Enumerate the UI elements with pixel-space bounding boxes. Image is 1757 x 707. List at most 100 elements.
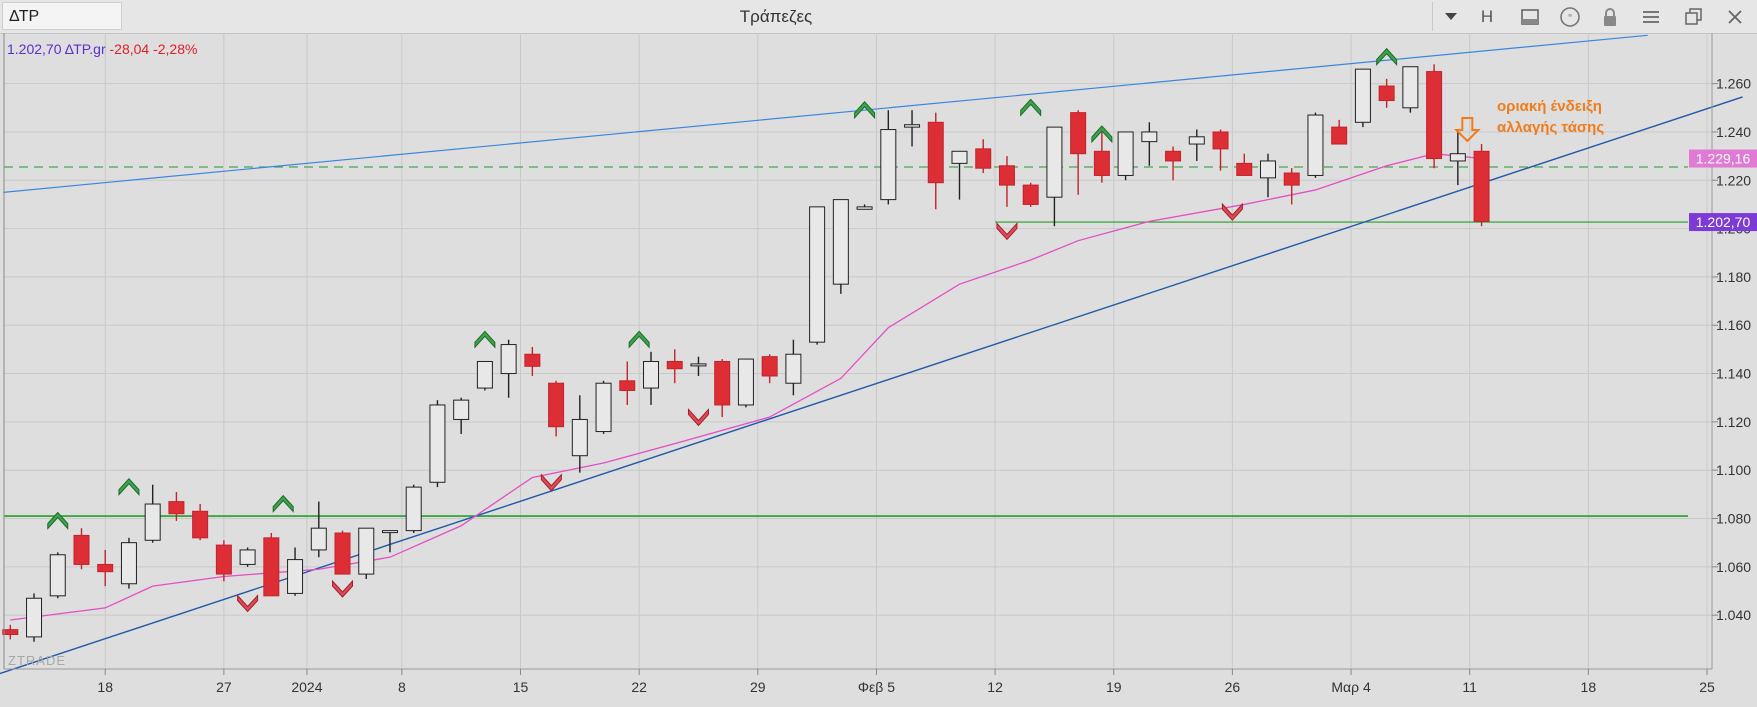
candle-body — [287, 559, 304, 594]
candle-body — [1259, 160, 1276, 179]
candle-body — [927, 121, 944, 184]
candle-body — [1093, 150, 1110, 176]
axes: 1.040 1.060 1.080 1.100 1.120 1.140 1.160 1.180… — [3, 33, 1757, 695]
x-tick-label: 18 — [1581, 679, 1597, 695]
candle-body — [2, 629, 19, 635]
y-tick-label: 1.260 — [1716, 76, 1751, 92]
candle — [168, 491, 185, 521]
down-arrow-icon — [540, 473, 562, 492]
y-tick-label: 1.160 — [1716, 317, 1751, 333]
candle-body — [619, 380, 636, 391]
candle-body — [1188, 136, 1205, 145]
candle-body — [239, 549, 256, 565]
candle — [1331, 119, 1348, 145]
up-arrow-icon — [854, 101, 876, 120]
candle-body — [1426, 71, 1443, 160]
candle — [619, 361, 636, 405]
candle-body — [453, 399, 470, 420]
down-arrow-icon — [332, 579, 354, 598]
candle — [927, 112, 944, 210]
symbol-input[interactable]: ΔΤΡ — [2, 2, 122, 30]
speech-icon[interactable]: " — [1557, 4, 1583, 30]
candle — [239, 547, 256, 567]
candle — [310, 501, 327, 558]
price-label-box — [1689, 213, 1757, 232]
candle — [714, 359, 731, 418]
hud-pct: -2,28% — [153, 41, 198, 57]
candle — [73, 528, 90, 570]
window-title: Τράπεζες — [739, 7, 813, 26]
x-tick-label: 25 — [1699, 679, 1715, 695]
price-readout: 1.202,70 ΔΤΡ.gr -28,04 -2,28% — [7, 41, 197, 57]
down-arrow-icon — [237, 594, 259, 613]
up-arrow-icon — [628, 330, 650, 349]
candle-body — [880, 129, 897, 201]
x-tick-label: 15 — [513, 679, 529, 695]
menu-icon[interactable] — [1638, 4, 1664, 30]
hud-price: 1.202,70 — [7, 41, 62, 57]
candle — [334, 530, 351, 575]
candle-body — [832, 199, 849, 285]
candle-body — [144, 503, 161, 541]
candle — [476, 360, 493, 391]
candle-body — [595, 382, 612, 433]
candle-body — [571, 418, 588, 457]
close-icon[interactable] — [1722, 4, 1748, 30]
candle-body — [951, 150, 968, 164]
candle-body — [358, 527, 375, 575]
candle — [524, 346, 541, 376]
candle — [1449, 131, 1466, 186]
restore-icon[interactable] — [1681, 4, 1707, 30]
candle — [144, 484, 161, 543]
candle — [571, 395, 588, 473]
candle-body — [1046, 126, 1063, 198]
up-arrow-icon — [474, 330, 496, 349]
lock-icon[interactable] — [1597, 4, 1623, 30]
candle — [1426, 64, 1443, 169]
candle — [215, 540, 232, 582]
candle-body — [97, 563, 114, 573]
price-label-box — [1689, 149, 1757, 168]
candle-body — [1378, 85, 1395, 102]
y-tick-label: 1.140 — [1716, 366, 1751, 382]
candle — [1141, 122, 1158, 166]
candle-body — [1402, 66, 1419, 109]
candle — [643, 351, 660, 405]
candle-body — [73, 534, 90, 565]
chevron-down-icon — [1445, 13, 1457, 20]
upper-trend-line — [3, 34, 1648, 193]
candle — [287, 547, 304, 596]
up-arrow-icon — [47, 511, 69, 530]
x-tick-label: 29 — [750, 679, 766, 695]
candle-body — [998, 165, 1015, 186]
candle — [1378, 78, 1395, 108]
y-tick-label: 1.180 — [1716, 269, 1751, 285]
panel-icon[interactable] — [1517, 4, 1543, 30]
x-tick-label: Φεβ 5 — [858, 679, 895, 695]
candle — [761, 354, 778, 384]
y-tick-label: 1.120 — [1716, 414, 1751, 430]
candle — [1236, 153, 1253, 176]
candle-body — [1165, 150, 1182, 162]
candlestick-chart[interactable]: 1.040 1.060 1.080 1.100 1.120 1.140 1.160 1.180… — [0, 33, 1757, 707]
candle — [737, 358, 754, 408]
up-arrow-icon — [1376, 47, 1398, 66]
candle-body — [500, 344, 517, 375]
dropdown-button[interactable] — [1432, 2, 1469, 31]
h-button[interactable]: H — [1480, 7, 1494, 26]
candle-body — [1283, 172, 1300, 186]
candle-body — [405, 486, 422, 532]
candle — [263, 533, 280, 597]
candle-body — [1236, 162, 1253, 176]
candle — [120, 537, 137, 589]
candle-body — [192, 510, 209, 539]
candle-body — [1449, 153, 1466, 162]
x-tick-label: 22 — [631, 679, 647, 695]
candle-body — [548, 382, 565, 428]
candle — [1402, 66, 1419, 113]
candle — [49, 552, 66, 599]
price-label-text: 1.202,70 — [1696, 214, 1751, 230]
hud-symbol: ΔΤΡ.gr — [64, 41, 106, 57]
candle-body — [1331, 126, 1348, 145]
x-tick-label: 19 — [1106, 679, 1122, 695]
